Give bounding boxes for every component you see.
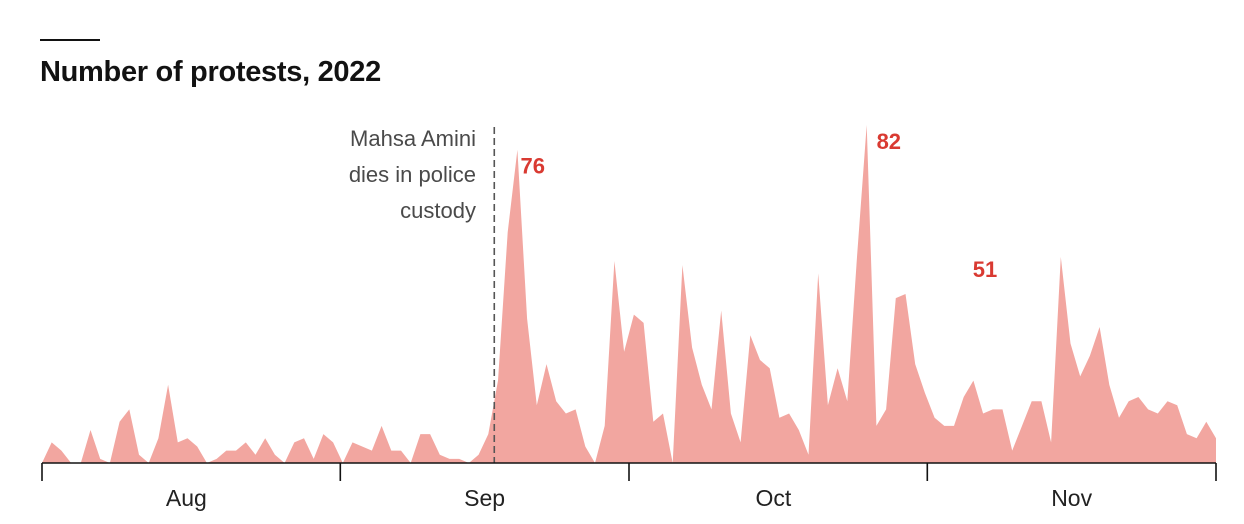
x-tick-label-aug: Aug bbox=[166, 485, 207, 511]
annotation-line-1: Mahsa Amini bbox=[350, 126, 476, 151]
title-rule bbox=[40, 39, 100, 41]
x-tick-label-nov: Nov bbox=[1051, 485, 1092, 511]
x-tick-label-oct: Oct bbox=[755, 485, 791, 511]
x-axis-tick-labels: Aug Sep Oct Nov bbox=[166, 485, 1093, 511]
peak-label-2: 51 bbox=[973, 257, 997, 282]
x-tick-label-sep: Sep bbox=[464, 485, 505, 511]
peak-label-0: 76 bbox=[521, 154, 545, 179]
x-axis-ticks bbox=[41, 463, 1217, 481]
peak-labels: 76 82 51 bbox=[521, 129, 998, 282]
annotation-line-2: dies in police bbox=[349, 162, 476, 187]
chart-title: Number of protests, 2022 bbox=[40, 56, 381, 88]
peak-label-1: 82 bbox=[877, 129, 901, 154]
protest-count-area bbox=[42, 125, 1216, 463]
annotation-line-3: custody bbox=[400, 198, 476, 223]
